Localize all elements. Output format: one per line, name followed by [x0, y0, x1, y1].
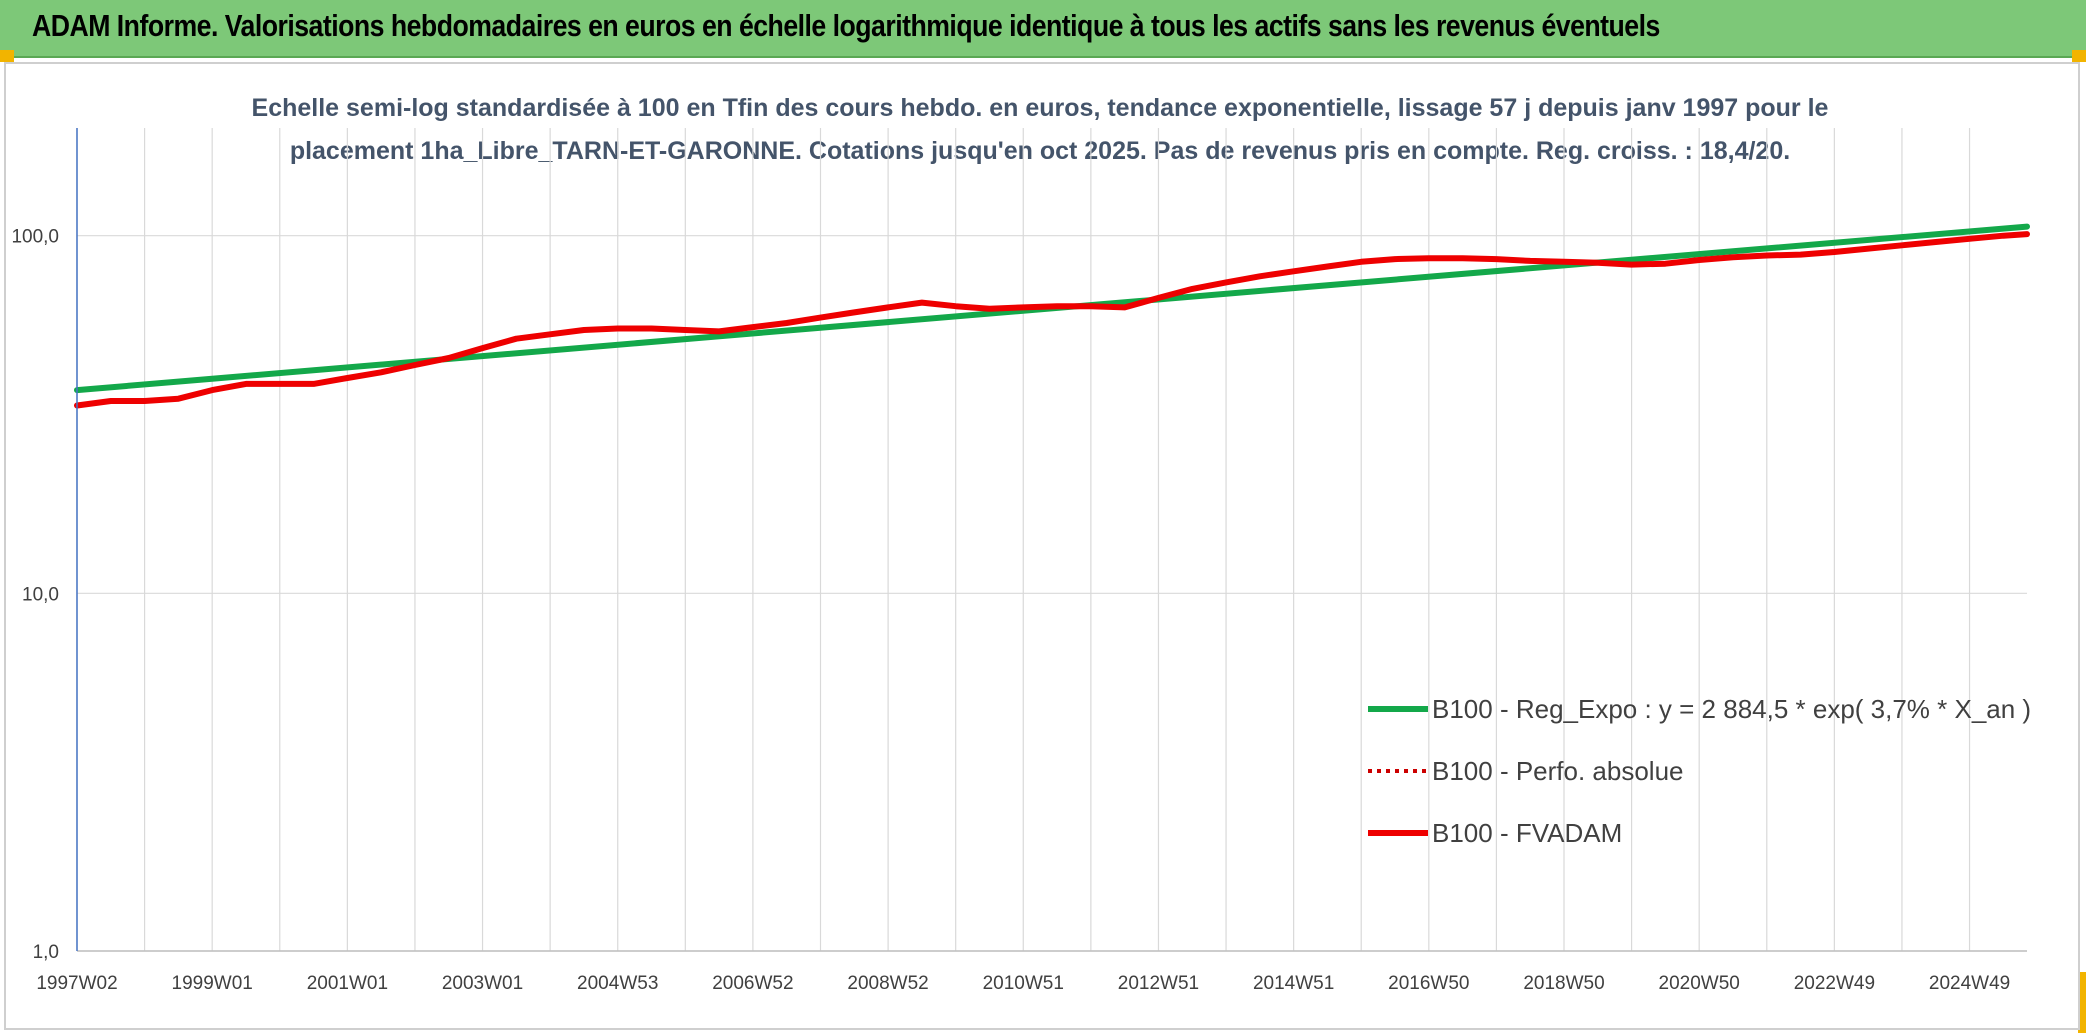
x-tick-label: 2020W50 [1659, 973, 1740, 994]
x-tick-label: 2004W53 [577, 973, 658, 994]
y-tick-label: 10,0 [22, 584, 59, 605]
x-tick-label: 2008W52 [847, 973, 928, 994]
y-tick-label: 1,0 [33, 942, 59, 963]
series-lines [74, 223, 2030, 409]
x-tick-label: 1999W01 [172, 973, 253, 994]
x-tick-label: 2014W51 [1253, 973, 1334, 994]
x-tick-label: 2001W01 [307, 973, 388, 994]
legend-label-perfo-absolue: B100 - Perfo. absolue [1432, 756, 1684, 786]
x-tick-label: 2010W51 [983, 973, 1064, 994]
x-tick-label: 2012W51 [1118, 973, 1199, 994]
legend: B100 - Reg_Expo : y = 2 884,5 * exp( 3,7… [1368, 694, 2031, 848]
x-tick-label: 1997W02 [36, 973, 117, 994]
corner-marker-top-right [2072, 50, 2086, 62]
x-tick-label: 2018W50 [1523, 973, 1604, 994]
x-tick-label: 2016W50 [1388, 973, 1469, 994]
page-title: ADAM Informe. Valorisations hebdomadaire… [32, 8, 1660, 43]
x-tick-label: 2024W49 [1929, 973, 2010, 994]
x-tick-label: 2022W49 [1794, 973, 1875, 994]
x-tick-label: 2003W01 [442, 973, 523, 994]
series-line-fvadam [74, 231, 2030, 409]
legend-label-fvadam: B100 - FVADAM [1432, 818, 1622, 848]
axes: 1,0 10,0 100,0 1997W02 1999W01 2001W01 2003W01… [11, 128, 2027, 994]
corner-marker-top-left [0, 50, 14, 62]
grid-lines [76, 128, 2027, 952]
chart-subtitle-line-2: placement 1ha_Libre_TARN-ET-GARONNE. Cot… [290, 137, 1790, 165]
legend-label-reg-expo: B100 - Reg_Expo : y = 2 884,5 * exp( 3,7… [1432, 694, 2031, 724]
y-tick-label: 100,0 [11, 227, 59, 248]
chart-frame [4, 62, 2080, 1030]
title-banner: ADAM Informe. Valorisations hebdomadaire… [0, 0, 2086, 58]
chart-subtitle-line-1: Echelle semi-log standardisée à 100 en T… [252, 94, 1829, 122]
corner-marker-bottom-right [2078, 972, 2086, 1033]
x-tick-label: 2006W52 [712, 973, 793, 994]
